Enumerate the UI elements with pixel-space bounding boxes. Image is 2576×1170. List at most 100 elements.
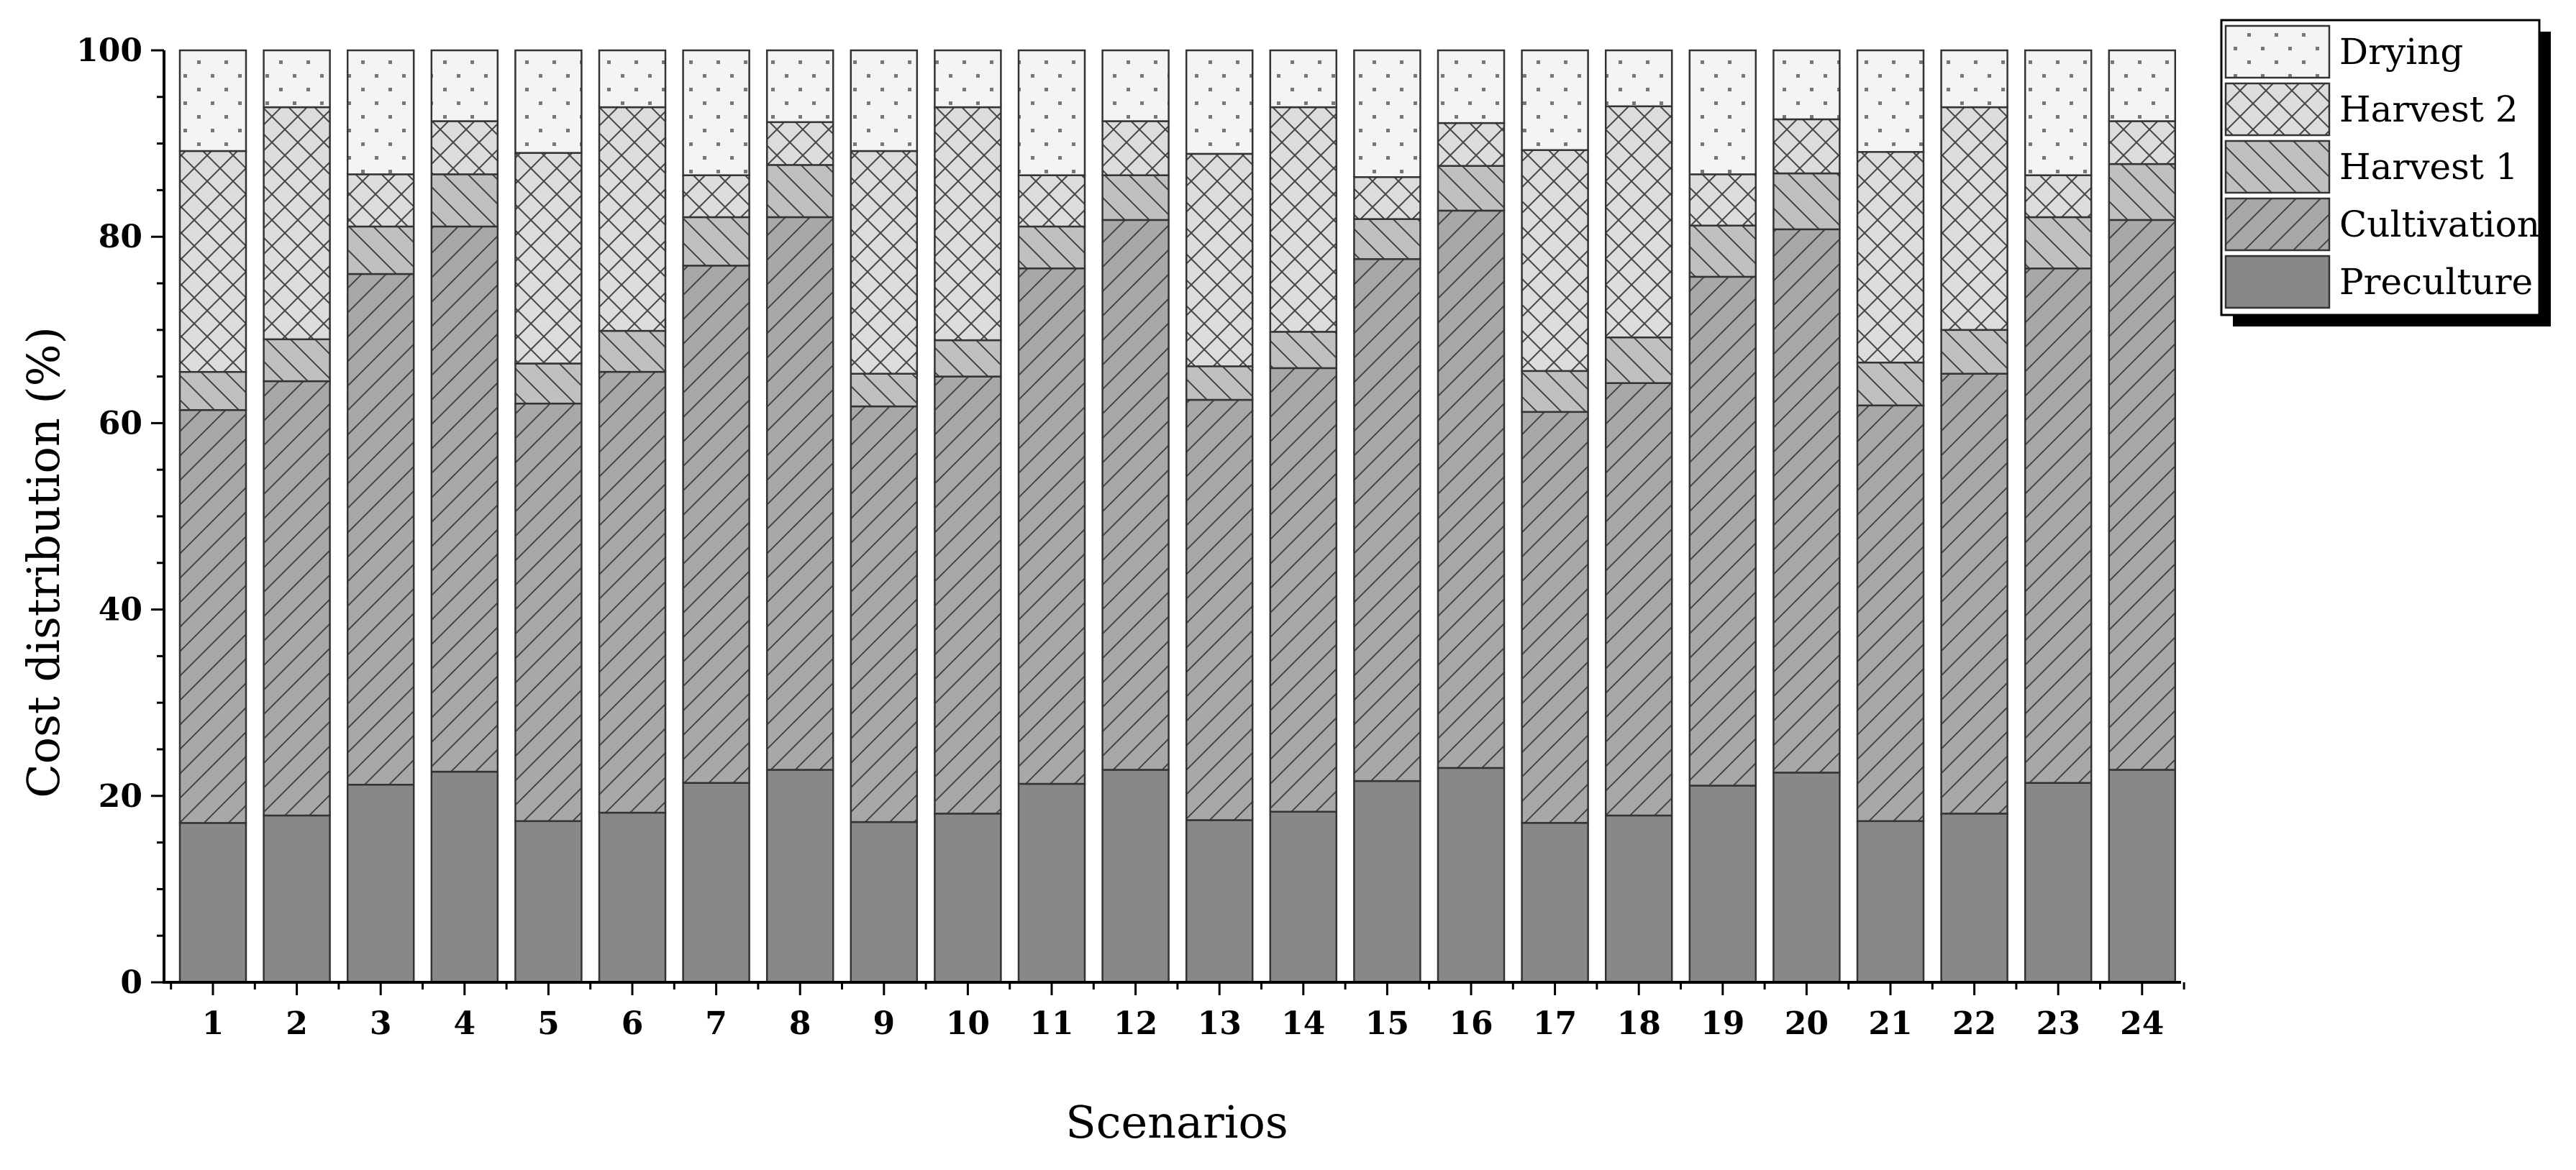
bar-segment-cultivation-11 xyxy=(1017,268,1086,785)
bar-segment-cultivation-17 xyxy=(1521,411,1589,824)
x-tick-label: 15 xyxy=(1365,1005,1409,1042)
x-tick-label: 23 xyxy=(2036,1005,2080,1042)
bar-segment-harvest-1-3 xyxy=(346,225,415,275)
bar-segment-drying-15 xyxy=(1353,49,1421,178)
bar-segment-harvest-2-2 xyxy=(263,106,331,341)
bar-segment-cultivation-16 xyxy=(1437,209,1506,769)
x-tick-label: 8 xyxy=(789,1005,811,1042)
bar-segment-drying-10 xyxy=(934,49,1002,109)
bar-segment-harvest-1-14 xyxy=(1269,331,1338,370)
bar-segment-harvest-2-12 xyxy=(1101,120,1170,176)
bar-segment-cultivation-2 xyxy=(263,380,331,817)
bar-segment-harvest-1-6 xyxy=(598,329,667,373)
bar-segment-harvest-1-11 xyxy=(1017,225,1086,270)
bar-segment-preculture-1 xyxy=(178,822,247,984)
bar-segment-harvest-1-21 xyxy=(1856,361,1925,407)
bar-segment-drying-3 xyxy=(346,49,415,175)
bar-segment-cultivation-20 xyxy=(1772,228,1841,774)
bar-segment-harvest-1-13 xyxy=(1185,365,1254,401)
bar-segment-harvest-2-7 xyxy=(682,174,750,219)
legend-swatch-drying xyxy=(2224,24,2331,79)
bar-segment-cultivation-4 xyxy=(430,225,499,773)
legend-swatch-cultivation xyxy=(2224,197,2331,252)
legend-swatch-harvest-1 xyxy=(2224,140,2331,194)
x-tick-label: 5 xyxy=(537,1005,560,1042)
bar-segment-cultivation-8 xyxy=(765,216,834,771)
x-tick-label: 17 xyxy=(1533,1005,1577,1042)
x-tick-label: 1 xyxy=(202,1005,224,1042)
x-tick-label: 7 xyxy=(705,1005,727,1042)
bar-segment-cultivation-14 xyxy=(1269,367,1338,813)
legend-swatch-preculture xyxy=(2224,255,2331,309)
bar-segment-harvest-2-1 xyxy=(178,150,247,373)
bar-segment-preculture-21 xyxy=(1856,820,1925,984)
bar-segment-cultivation-15 xyxy=(1353,258,1421,782)
bar-segment-drying-12 xyxy=(1101,49,1170,122)
bar-segment-preculture-12 xyxy=(1101,769,1170,984)
bar-segment-cultivation-3 xyxy=(346,273,415,786)
bar-segment-cultivation-9 xyxy=(850,405,919,823)
bar-segment-harvest-2-18 xyxy=(1604,105,1673,339)
bar-segment-drying-4 xyxy=(430,49,499,122)
bar-segment-preculture-14 xyxy=(1269,810,1338,984)
bar-segment-drying-7 xyxy=(682,49,750,176)
bar-segment-harvest-1-20 xyxy=(1772,172,1841,231)
bar-segment-preculture-2 xyxy=(263,814,331,984)
bar-segment-harvest-1-5 xyxy=(514,362,583,405)
x-tick-label: 14 xyxy=(1281,1005,1325,1042)
bar-segment-drying-18 xyxy=(1604,49,1673,108)
legend-label-preculture: Preculture xyxy=(2339,261,2533,303)
x-tick-label: 6 xyxy=(622,1005,644,1042)
y-tick-label: 80 xyxy=(99,219,142,255)
bar-segment-drying-20 xyxy=(1772,49,1841,121)
x-tick-label: 19 xyxy=(1701,1005,1744,1042)
bar-segment-drying-22 xyxy=(1940,49,2008,109)
bar-segment-harvest-1-24 xyxy=(2108,163,2177,221)
bar-segment-cultivation-18 xyxy=(1604,382,1673,817)
x-axis-title: Scenarios xyxy=(1065,1096,1288,1148)
bar-segment-harvest-1-8 xyxy=(765,164,834,219)
bar-segment-harvest-1-18 xyxy=(1604,336,1673,384)
bar-segment-drying-8 xyxy=(765,49,834,124)
bar-segment-drying-2 xyxy=(263,49,331,109)
legend-label-harvest-2: Harvest 2 xyxy=(2339,88,2518,130)
bar-segment-cultivation-21 xyxy=(1856,404,1925,823)
bar-segment-harvest-2-17 xyxy=(1521,149,1589,373)
bar-segment-harvest-2-5 xyxy=(514,152,583,365)
bar-segment-preculture-20 xyxy=(1772,772,1841,984)
bar-segment-preculture-5 xyxy=(514,820,583,984)
bar-segment-drying-16 xyxy=(1437,49,1506,124)
bar-segment-harvest-1-17 xyxy=(1521,370,1589,413)
bar-segment-drying-6 xyxy=(598,49,667,109)
bar-segment-harvest-2-3 xyxy=(346,173,415,228)
bar-segment-harvest-2-9 xyxy=(850,150,919,375)
bar-segment-preculture-13 xyxy=(1185,819,1254,984)
x-tick-label: 16 xyxy=(1449,1005,1493,1042)
x-tick-label: 12 xyxy=(1114,1005,1157,1042)
bar-segment-cultivation-24 xyxy=(2108,219,2177,771)
bar-segment-drying-1 xyxy=(178,49,247,152)
x-tick-label: 24 xyxy=(2120,1005,2164,1042)
x-tick-label: 22 xyxy=(1952,1005,1996,1042)
bar-segment-drying-24 xyxy=(2108,49,2177,122)
bar-segment-harvest-1-7 xyxy=(682,216,750,267)
bar-segment-preculture-7 xyxy=(682,782,750,984)
y-tick-label: 60 xyxy=(99,405,142,442)
bar-segment-drying-9 xyxy=(850,49,919,152)
x-tick-label: 3 xyxy=(370,1005,392,1042)
bar-segment-harvest-2-22 xyxy=(1940,106,2008,332)
bar-segment-harvest-2-10 xyxy=(934,106,1002,342)
bar-segment-preculture-22 xyxy=(1940,813,2008,984)
bar-segment-preculture-18 xyxy=(1604,814,1673,984)
bar-segment-cultivation-7 xyxy=(682,265,750,784)
bar-segment-drying-17 xyxy=(1521,49,1589,151)
bars-layer xyxy=(178,49,2177,984)
bar-segment-harvest-1-1 xyxy=(178,370,247,411)
y-tick-label: 20 xyxy=(99,778,142,815)
bar-segment-harvest-2-6 xyxy=(598,106,667,332)
legend-label-drying: Drying xyxy=(2339,31,2463,73)
bar-segment-preculture-4 xyxy=(430,770,499,984)
bar-segment-drying-13 xyxy=(1185,49,1254,155)
